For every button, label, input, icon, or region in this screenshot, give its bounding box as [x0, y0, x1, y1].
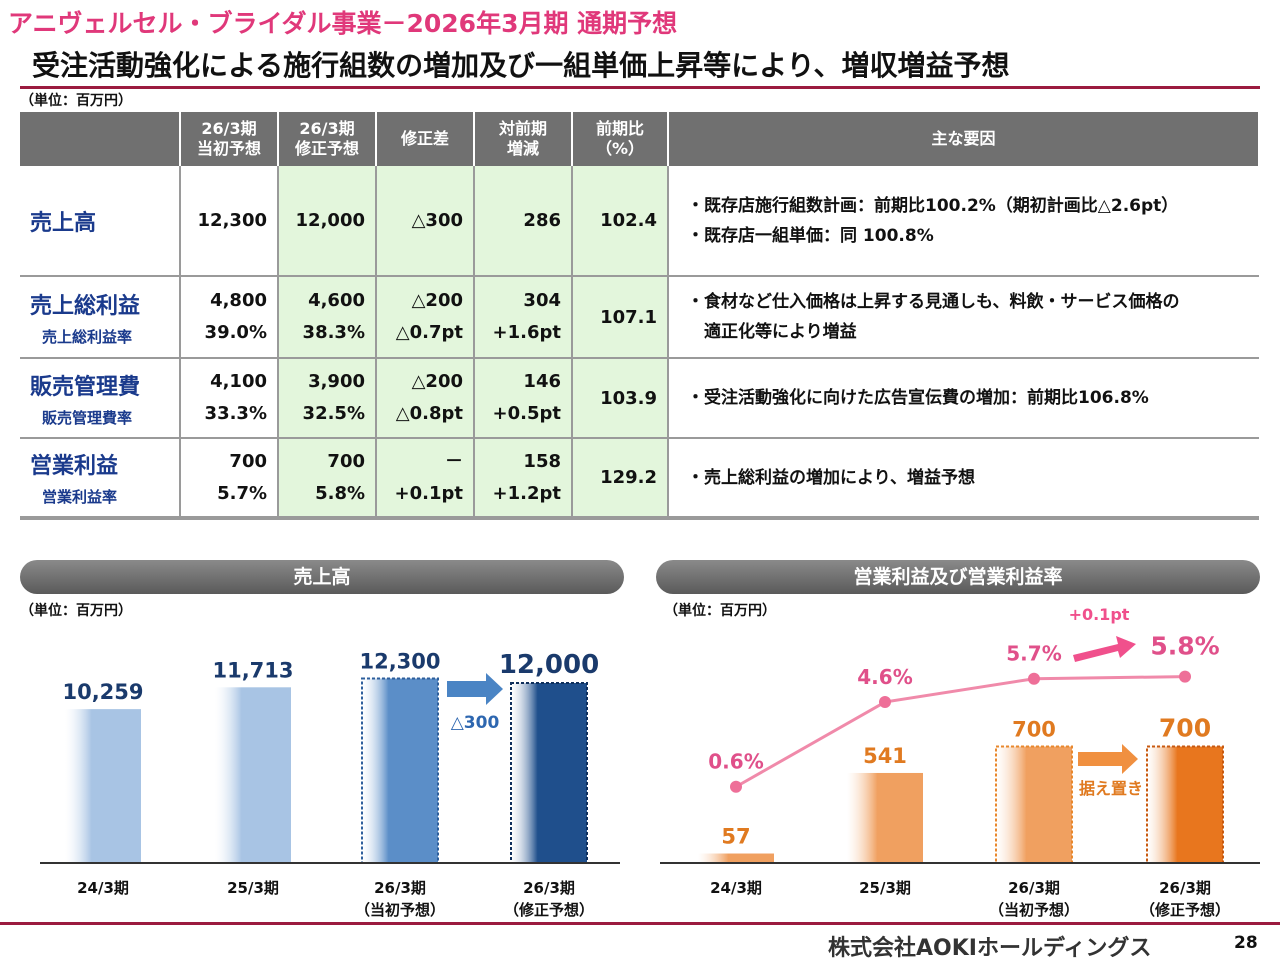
sales-chart-unit: （単位：百万円）: [20, 603, 132, 619]
header-diff: 修正差: [376, 112, 475, 166]
header-factors: 主な要因: [668, 112, 1260, 166]
op-margin-point: [730, 780, 742, 793]
sales-category-label: 26/3期: [523, 879, 575, 897]
op-margin-label: 5.8%: [1150, 632, 1219, 661]
op-margin-label: 0.6%: [708, 750, 763, 774]
sales-bar: [65, 709, 141, 863]
cell-revised: 700 5.8%: [278, 438, 377, 520]
cell-ratio: 103.9: [572, 358, 669, 439]
page-number: 28: [1234, 933, 1258, 953]
unchanged-label: 据え置き: [1079, 779, 1143, 798]
title-divider: [20, 86, 1260, 89]
cell-factors: ・受注活動強化に向けた広告宣伝費の増加：前期比106.8%: [668, 358, 1259, 439]
margin-change-arrow: [1073, 636, 1136, 662]
header-initial: 26/3期 当初予想: [180, 112, 279, 166]
header-ratio: 前期比 （%）: [572, 112, 669, 166]
cell-yoy: 286: [474, 166, 573, 277]
cell-initial: 12,300: [180, 166, 279, 277]
op-bar: [847, 772, 923, 863]
op-value-label: 700: [1159, 714, 1211, 743]
row-label: 売上総利益 売上総利益率: [20, 276, 181, 359]
cell-diff: － +0.1pt: [376, 438, 475, 520]
table-unit: （単位：百万円）: [20, 93, 132, 109]
op-margin-line: [735, 675, 1186, 789]
cell-yoy: 304 +1.6pt: [474, 276, 573, 359]
sales-change-arrow: [447, 673, 503, 705]
header-yoy: 対前期 増減: [474, 112, 573, 166]
cell-diff: △200 △0.8pt: [376, 358, 475, 439]
cell-initial: 4,100 33.3%: [180, 358, 279, 439]
sales-category-label: 25/3期: [227, 879, 279, 897]
cell-factors: ・既存店施行組数計画：前期比100.2%（期初計画比△2.6pt） ・既存店一組…: [668, 166, 1259, 277]
table-header-row: 26/3期 当初予想 26/3期 修正予想 修正差 対前期 増減 前期比 （%） 主な要…: [20, 112, 1260, 166]
cell-ratio: 102.4: [572, 166, 669, 277]
cell-revised: 4,600 38.3%: [278, 276, 377, 359]
op-margin-point: [1179, 670, 1191, 683]
table-row-gross-profit: 売上総利益 売上総利益率 4,800 39.0% 4,600 38.3% △200 △0…: [20, 276, 1259, 359]
op-margin-label: 5.7%: [1006, 642, 1061, 666]
row-label: 営業利益 営業利益率: [20, 438, 181, 520]
op-chart-unit: （単位：百万円）: [664, 603, 776, 619]
forecast-table: 26/3期 当初予想 26/3期 修正予想 修正差 対前期 増減 前期比 （%） 主な要…: [20, 112, 1260, 520]
op-category-label: 26/3期: [1159, 879, 1211, 897]
sales-bar: [215, 687, 291, 863]
sales-bar: [361, 677, 439, 864]
cell-revised: 12,000: [278, 166, 377, 277]
sales-category-label: 24/3期: [77, 879, 129, 897]
sales-bar: [510, 682, 588, 864]
op-margin-label: 4.6%: [857, 665, 912, 689]
sales-category-label: （修正予想）: [504, 901, 594, 919]
op-category-label: 25/3期: [859, 879, 911, 897]
sales-value-label: 10,259: [62, 680, 143, 704]
op-bar: [698, 853, 774, 863]
op-value-label: 57: [721, 825, 750, 849]
cell-ratio: 129.2: [572, 438, 669, 520]
footer-divider: [0, 922, 1280, 925]
cell-initial: 700 5.7%: [180, 438, 279, 520]
op-margin-point: [879, 696, 891, 709]
op-chart-banner: 営業利益及び営業利益率: [656, 560, 1260, 594]
op-bar: [1146, 745, 1224, 864]
sales-value-label: 12,000: [499, 650, 599, 680]
op-bar: [995, 745, 1073, 864]
sales-value-label: 12,300: [359, 650, 440, 674]
cell-yoy: 158 +1.2pt: [474, 438, 573, 520]
sales-category-label: （当初予想）: [355, 901, 445, 919]
op-category-label: （修正予想）: [1140, 901, 1230, 919]
company-name: 株式会社AOKIホールディングス: [828, 936, 1152, 961]
margin-change-label: +0.1pt: [1069, 605, 1130, 624]
sales-chart-banner: 売上高: [20, 560, 624, 594]
cell-factors: ・売上総利益の増加により、増益予想: [668, 438, 1259, 520]
cell-diff: △200 △0.7pt: [376, 276, 475, 359]
table-row-sales: 売上高 12,300 12,000 △300 286 102.4 ・既存店施行組…: [20, 166, 1259, 277]
header-blank: [20, 112, 181, 166]
table-row-sga: 販売管理費 販売管理費率 4,100 33.3% 3,900 32.5% △200 △0…: [20, 358, 1259, 439]
unchanged-arrow: [1078, 744, 1138, 774]
cell-ratio: 107.1: [572, 276, 669, 359]
op-category-label: 24/3期: [710, 879, 762, 897]
op-value-label: 541: [863, 744, 907, 768]
cell-diff: △300: [376, 166, 475, 277]
sales-chart: 10,259 24/3期 11,713 25/3期 12,300 26/3期 （当初予想） 1…: [40, 650, 620, 919]
sales-category-label: 26/3期: [374, 879, 426, 897]
op-margin-point: [1028, 672, 1040, 685]
slide-title: 受注活動強化による施行組数の増加及び一組単価上昇等により、増収増益予想: [32, 49, 1010, 82]
sales-change-label: △300: [451, 713, 500, 733]
header-revised: 26/3期 修正予想: [278, 112, 377, 166]
op-category-label: 26/3期: [1008, 879, 1060, 897]
operating-profit-chart: 57 24/3期 541 25/3期 700 26/3期 （当初予想） 700 26/3期 （修正…: [660, 605, 1260, 919]
sales-value-label: 11,713: [212, 658, 293, 682]
slide-subtitle: アニヴェルセル・ブライダル事業－2026年3月期 通期予想: [8, 9, 678, 38]
op-value-label: 700: [1012, 718, 1056, 742]
table-row-operating-profit: 営業利益 営業利益率 700 5.7% 700 5.8% － +0.1pt 158 +1.…: [20, 438, 1259, 520]
row-label: 売上高: [20, 166, 181, 277]
cell-revised: 3,900 32.5%: [278, 358, 377, 439]
cell-initial: 4,800 39.0%: [180, 276, 279, 359]
op-category-label: （当初予想）: [989, 901, 1079, 919]
row-label: 販売管理費 販売管理費率: [20, 358, 181, 439]
cell-yoy: 146 +0.5pt: [474, 358, 573, 439]
cell-factors: ・食材など仕入価格は上昇する見通しも、料飲・サービス価格の 適正化等により増益: [668, 276, 1259, 359]
